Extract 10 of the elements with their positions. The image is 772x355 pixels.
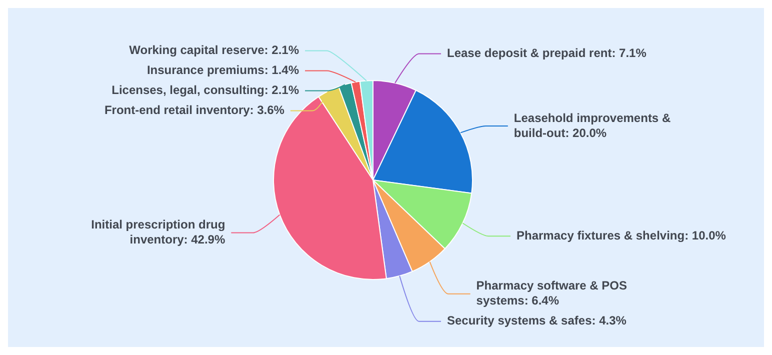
slice-label: Initial prescription drug inventory: 42.9% bbox=[91, 218, 226, 247]
slice-label: Licenses, legal, consulting: 2.1% bbox=[112, 83, 300, 98]
slice-label: Leasehold improvements & build-out: 20.0% bbox=[514, 110, 671, 140]
slice-label: Lease deposit & prepaid rent: 7.1% bbox=[447, 46, 647, 60]
slice-label: Working capital reserve: 2.1% bbox=[129, 43, 300, 58]
slice-label: Security systems & safes: 4.3% bbox=[447, 314, 627, 328]
slice-label: Pharmacy fixtures & shelving: 10.0% bbox=[516, 228, 726, 242]
slice-label: Front-end retail inventory: 3.6% bbox=[104, 103, 285, 118]
slice-label: Insurance premiums: 1.4% bbox=[146, 63, 300, 78]
slice-label: Pharmacy software & POS systems: 6.4% bbox=[476, 278, 628, 308]
